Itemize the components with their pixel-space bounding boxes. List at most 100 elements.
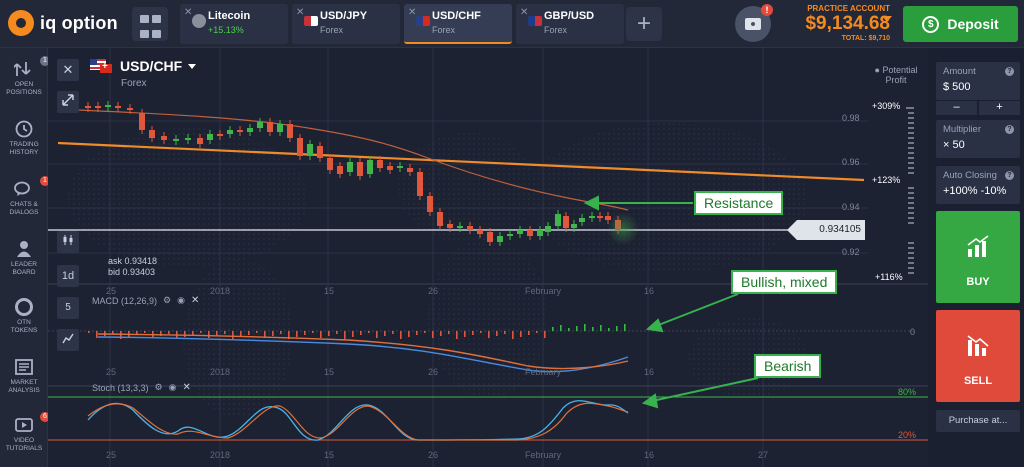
fullscreen-button[interactable] (57, 91, 79, 113)
alert-badge: ! (761, 4, 773, 16)
macd-histogram-bar (112, 331, 114, 334)
flag-gbp-usd-icon (528, 16, 542, 26)
price-chart[interactable]: 0.98 0.96 0.94 0.92 25 2018 15 26 Februa… (48, 48, 928, 467)
close-icon[interactable]: ✕ (184, 7, 193, 18)
help-icon[interactable]: ? (1005, 125, 1014, 134)
auto-closing-field[interactable]: Auto Closing +100% -10% ? (936, 166, 1020, 204)
analysis-icon (14, 358, 34, 376)
indicators-button[interactable]: 5 (57, 297, 79, 319)
macd-histogram-bar (600, 325, 602, 331)
candle (257, 122, 263, 128)
dollar-icon: $ (922, 15, 940, 33)
candle (387, 166, 393, 170)
chart-area[interactable]: 0.98 0.96 0.94 0.92 25 2018 15 26 Februa… (48, 48, 928, 467)
amount-value[interactable]: $ 500 (943, 81, 971, 93)
plus-button[interactable]: + (979, 101, 1020, 115)
multiplier-field[interactable]: Multiplier × 50 ? (936, 120, 1020, 158)
logo[interactable]: iq option (8, 10, 118, 36)
candle (337, 166, 343, 174)
macd-histogram-bar (560, 325, 562, 331)
x-tick-label: February (525, 367, 562, 377)
candle (95, 106, 101, 108)
amount-field[interactable]: Amount $ 500 ? (936, 62, 1020, 100)
candle (457, 226, 463, 228)
candle (185, 138, 191, 140)
add-tab-button[interactable]: + (626, 7, 662, 41)
close-chart-button[interactable]: ✕ (57, 59, 79, 81)
buy-button[interactable]: BUY (936, 211, 1020, 303)
eye-icon[interactable]: ◉ (177, 295, 185, 305)
help-icon[interactable]: ? (1005, 67, 1014, 76)
macd-histogram-bar (608, 328, 610, 331)
help-icon[interactable]: ? (1005, 171, 1014, 180)
macd-histogram-bar (88, 331, 90, 333)
tab-name: USD/CHF (432, 10, 481, 22)
timeframe-label: 1d (61, 270, 75, 282)
stoch-indicator-label: Stoch (13,3,3) ⚙ ◉ ✕ (92, 382, 191, 393)
macd-line (97, 336, 629, 373)
chart-type-button[interactable] (57, 231, 79, 253)
close-icon[interactable]: ✕ (182, 382, 191, 393)
macd-histogram-bar (392, 331, 394, 334)
profit-pct-bottom: +116% (875, 272, 903, 282)
trend-line[interactable] (57, 141, 865, 182)
gear-icon[interactable]: ⚙ (154, 382, 163, 392)
deposit-button[interactable]: $ Deposit (903, 6, 1018, 42)
candle (237, 130, 243, 132)
macd-histogram-bar (448, 331, 450, 334)
chevron-down-icon[interactable] (882, 16, 892, 22)
camera-button[interactable]: ! (735, 4, 773, 42)
minus-button[interactable]: – (936, 101, 977, 115)
macd-label: MACD (12,26,9) (92, 295, 158, 306)
sidebar-item-video-tutorials[interactable]: 6 VIDEO TUTORIALS (0, 412, 50, 453)
drawing-tools-button[interactable] (57, 329, 79, 351)
close-icon[interactable]: ✕ (296, 7, 305, 18)
sidebar-item-chats-dialogs[interactable]: 1 CHATS & DIALOGS (0, 176, 50, 217)
candle (247, 128, 253, 132)
balance: $9,134.68 (805, 13, 890, 34)
trade-panel: Amount $ 500 ? – + Multiplier × 50 ? Aut… (928, 48, 1024, 467)
flag-usd-jpy-icon (304, 16, 318, 26)
sidebar-item-leader-board[interactable]: LEADER BOARD (0, 240, 48, 277)
timeframe-button[interactable]: 1d (57, 265, 79, 287)
macd-histogram-bar (376, 331, 378, 338)
tab-gbp-usd[interactable]: ✕ GBP/USD Forex (516, 4, 624, 44)
pen-icon (62, 333, 74, 344)
macd-histogram-bar (576, 326, 578, 331)
candle (307, 144, 313, 156)
sell-button[interactable]: SELL (936, 310, 1020, 402)
account-info[interactable]: PRACTICE ACCOUNT $9,134.68 TOTAL: $9,710 (790, 4, 890, 42)
macd-histogram-bar (368, 331, 370, 333)
tab-type: Forex (544, 25, 568, 35)
asset-selector[interactable]: USD/CHF Forex (90, 58, 197, 89)
gear-icon[interactable]: ⚙ (163, 295, 172, 305)
candle (149, 130, 155, 138)
macd-histogram-bar (160, 331, 162, 336)
tab-litecoin[interactable]: ✕ Litecoin +15.13% (180, 4, 288, 44)
sidebar-item-open-positions[interactable]: 1 OPEN POSITIONS (0, 56, 50, 97)
grid-menu-button[interactable] (132, 7, 168, 41)
tab-type: Forex (320, 25, 344, 35)
close-icon[interactable]: ✕ (520, 7, 529, 18)
sidebar-item-market-analysis[interactable]: MARKET ANALYSIS (0, 358, 48, 395)
macd-histogram-bar (488, 331, 490, 338)
tab-usd-chf[interactable]: ✕ USD/CHF Forex (404, 4, 512, 44)
macd-histogram-bar (312, 331, 314, 333)
close-icon[interactable]: ✕ (190, 295, 200, 306)
sidebar-item-trading-history[interactable]: TRADING HISTORY (0, 120, 48, 157)
candle (579, 218, 585, 222)
candle (161, 136, 167, 140)
close-icon[interactable]: ✕ (408, 7, 417, 18)
badge: 6 (40, 412, 50, 422)
x-tick-label: 16 (644, 367, 654, 377)
purchase-at-button[interactable]: Purchase at... (936, 410, 1020, 432)
macd-histogram-bar (120, 331, 122, 339)
y-tick-label: 0.92 (842, 247, 860, 257)
callout-bearish: Bearish (754, 354, 822, 378)
sidebar-item-otn-tokens[interactable]: OTN TOKENS (0, 298, 48, 335)
stoch-k-line (87, 400, 629, 441)
x-tick-label: 27 (758, 450, 768, 460)
x-tick-label: 2018 (210, 286, 230, 296)
tab-usd-jpy[interactable]: ✕ USD/JPY Forex (292, 4, 400, 44)
eye-icon[interactable]: ◉ (168, 382, 177, 392)
